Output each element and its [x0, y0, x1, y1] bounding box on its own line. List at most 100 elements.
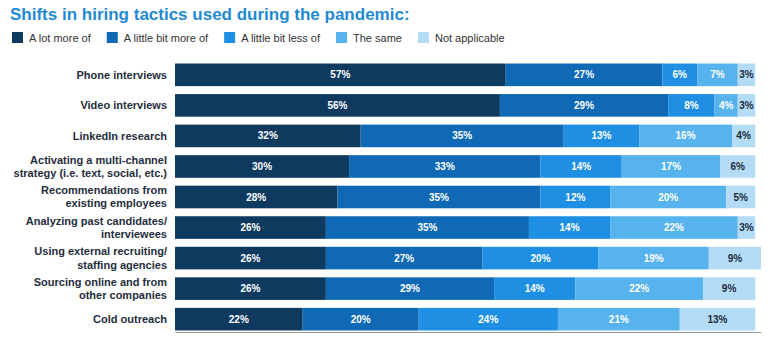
x-axis: [176, 332, 762, 333]
chart: Shifts in hiring tactics used during the…: [0, 0, 773, 342]
bar: [175, 155, 349, 178]
tick-label: Cold outreach: [93, 313, 167, 325]
data-label: 6%: [731, 161, 746, 172]
data-label: 56%: [327, 100, 347, 111]
data-label: 12%: [565, 192, 585, 203]
bar: [662, 64, 697, 87]
bar: [639, 125, 732, 148]
data-label: 22%: [664, 222, 684, 233]
bar: [564, 125, 639, 148]
tick: Sourcing online and fromother companies: [34, 276, 175, 301]
bar: [738, 216, 755, 239]
legend-label: Not applicable: [435, 32, 505, 44]
bar: [326, 216, 529, 239]
legend-swatch: [418, 32, 429, 43]
bar: [175, 186, 337, 209]
tick: Activating a multi-channelstrategy (i.e.…: [14, 154, 175, 179]
data-label: 35%: [429, 192, 449, 203]
data-label: 9%: [728, 253, 743, 264]
bar: [732, 125, 755, 148]
tick: Cold outreach: [93, 313, 175, 325]
bar: [483, 247, 599, 270]
legend-label: A lot more of: [29, 32, 92, 44]
bar: [622, 155, 721, 178]
bar: [697, 64, 738, 87]
data-label: 19%: [644, 253, 664, 264]
tick-label-line: Analyzing past candidates/: [26, 215, 167, 227]
data-label: 4%: [736, 130, 751, 141]
data-label: 27%: [574, 69, 594, 80]
data-label: 22%: [629, 283, 649, 294]
bar: [175, 277, 326, 300]
tick: Analyzing past candidates/interviewees: [26, 215, 175, 240]
data-label: 26%: [240, 253, 260, 264]
legend-label: A little bit more of: [124, 32, 209, 44]
data-labels: 57%56%32%30%28%26%26%26%22%27%29%35%33%3…: [229, 69, 754, 324]
tick-label: LinkedIn research: [73, 130, 167, 142]
bar: [175, 308, 303, 331]
bar: [303, 308, 419, 331]
bar: [529, 216, 610, 239]
bar: [175, 64, 506, 87]
data-label: 21%: [609, 314, 629, 325]
tick-label-line: strategy (i.e. text, social, etc.): [14, 167, 168, 179]
bar: [703, 277, 755, 300]
series: [419, 64, 715, 331]
tick-label: Activating a multi-channelstrategy (i.e.…: [14, 154, 168, 179]
data-label: 26%: [240, 283, 260, 294]
data-label: 26%: [240, 222, 260, 233]
tick-label-line: Recommendations from: [41, 184, 167, 196]
data-label: 29%: [400, 283, 420, 294]
bar: [175, 216, 326, 239]
bar: [326, 247, 483, 270]
title: Shifts in hiring tactics used during the…: [10, 5, 410, 24]
data-label: 6%: [673, 69, 688, 80]
bar: [610, 216, 738, 239]
data-label: 14%: [571, 161, 591, 172]
legend-item: The same: [336, 32, 402, 44]
tick-label: Analyzing past candidates/interviewees: [26, 215, 167, 240]
data-label: 7%: [710, 69, 725, 80]
data-label: 17%: [661, 161, 681, 172]
bar: [175, 247, 326, 270]
data-label: 14%: [560, 222, 580, 233]
tick-label: Video interviews: [80, 99, 167, 111]
bar: [361, 125, 564, 148]
data-label: 32%: [258, 130, 278, 141]
data-label: 35%: [452, 130, 472, 141]
legend-item: Not applicable: [418, 32, 505, 44]
bar: [720, 155, 755, 178]
data-label: 20%: [531, 253, 551, 264]
tick-label-line: Using external recruiting/: [34, 245, 167, 257]
bar: [506, 64, 663, 87]
data-label: 14%: [525, 283, 545, 294]
bar: [326, 277, 494, 300]
tick: LinkedIn research: [73, 130, 175, 142]
legend-swatch: [107, 32, 118, 43]
tick: Phone interviews: [77, 69, 175, 81]
data-label: 22%: [229, 314, 249, 325]
legend-label: A little bit less of: [241, 32, 321, 44]
tick-label-line: interviewees: [101, 228, 167, 240]
bar: [726, 186, 755, 209]
data-label: 3%: [739, 100, 754, 111]
legend-item: A lot more of: [12, 32, 92, 44]
data-label: 16%: [676, 130, 696, 141]
data-label: 35%: [417, 222, 437, 233]
legend-swatch: [336, 32, 347, 43]
bar: [494, 277, 575, 300]
bar: [738, 64, 755, 87]
bar: [680, 308, 755, 331]
tick-label: Recommendations fromexisting employees: [41, 184, 167, 209]
bar: [610, 186, 726, 209]
data-label: 4%: [719, 100, 734, 111]
data-label: 24%: [478, 314, 498, 325]
tick-label: Phone interviews: [77, 69, 167, 81]
data-label: 29%: [574, 100, 594, 111]
tick-label-line: Activating a multi-channel: [30, 154, 167, 166]
data-label: 28%: [246, 192, 266, 203]
legend-item: A little bit more of: [107, 32, 209, 44]
bar: [599, 247, 709, 270]
tick: Using external recruiting/staffing agenc…: [34, 245, 175, 270]
data-label: 9%: [722, 283, 737, 294]
